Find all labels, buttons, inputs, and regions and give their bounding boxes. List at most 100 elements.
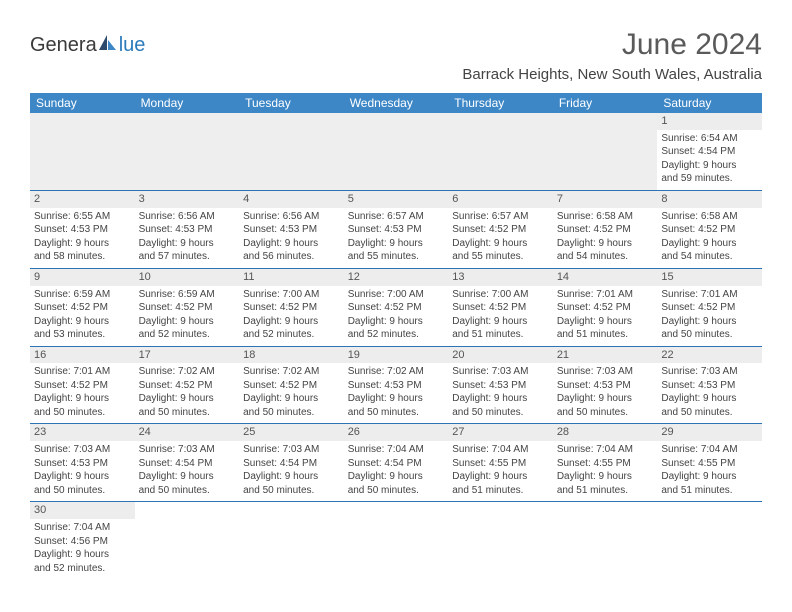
day1-text: Daylight: 9 hours	[348, 470, 445, 484]
day1-text: Daylight: 9 hours	[348, 237, 445, 251]
day-number: 18	[239, 347, 344, 364]
week-row: 9 Sunrise: 6:59 AM Sunset: 4:52 PM Daylight…	[30, 268, 762, 346]
logo: Generalue	[30, 34, 145, 57]
day-cell: 6Sunrise: 6:57 AMSunset: 4:52 PMDaylight…	[448, 190, 553, 268]
day-number: 27	[448, 424, 553, 441]
sunset-text: Sunset: 4:54 PM	[661, 145, 758, 159]
day-cell: 4Sunrise: 6:56 AMSunset: 4:53 PMDaylight…	[239, 190, 344, 268]
sunrise-text: Sunrise: 6:56 AM	[243, 210, 340, 224]
day-cell: 5Sunrise: 6:57 AMSunset: 4:53 PMDaylight…	[344, 190, 449, 268]
blank-cell	[657, 502, 762, 579]
blank-cell	[344, 502, 449, 579]
day-number: 25	[239, 424, 344, 441]
col-wednesday: Wednesday	[344, 93, 449, 113]
month-title: June 2024	[462, 28, 762, 62]
sunrise-text: Sunrise: 7:01 AM	[661, 288, 758, 302]
sunset-text: Sunset: 4:52 PM	[661, 223, 758, 237]
sunset-text: Sunset: 4:52 PM	[34, 379, 131, 393]
sunrise-text: Sunrise: 6:55 AM	[34, 210, 131, 224]
day1-text: Daylight: 9 hours	[348, 315, 445, 329]
day2-text: and 50 minutes.	[557, 406, 654, 420]
sunset-text: Sunset: 4:52 PM	[34, 301, 131, 315]
blank-cell	[135, 113, 240, 190]
day1-text: Daylight: 9 hours	[661, 159, 758, 173]
day-number: 21	[553, 347, 658, 364]
blank-cell	[239, 502, 344, 579]
day2-text: and 50 minutes.	[34, 484, 131, 498]
page: Generalue June 2024 Barrack Heights, New…	[0, 0, 792, 599]
week-row: 23Sunrise: 7:03 AMSunset: 4:53 PMDayligh…	[30, 424, 762, 502]
day-number: 28	[553, 424, 658, 441]
sunrise-text: Sunrise: 6:58 AM	[661, 210, 758, 224]
day1-text: Daylight: 9 hours	[557, 315, 654, 329]
day2-text: and 58 minutes.	[34, 250, 131, 264]
day-number: 23	[30, 424, 135, 441]
day1-text: Daylight: 9 hours	[557, 392, 654, 406]
sunset-text: Sunset: 4:52 PM	[243, 301, 340, 315]
sunset-text: Sunset: 4:55 PM	[661, 457, 758, 471]
sunset-text: Sunset: 4:55 PM	[452, 457, 549, 471]
day1-text: Daylight: 9 hours	[243, 392, 340, 406]
day-number: 30	[30, 502, 135, 519]
sunrise-text: Sunrise: 6:57 AM	[452, 210, 549, 224]
sunset-text: Sunset: 4:55 PM	[557, 457, 654, 471]
day-cell: 16Sunrise: 7:01 AMSunset: 4:52 PMDayligh…	[30, 346, 135, 424]
sunrise-text: Sunrise: 7:01 AM	[34, 365, 131, 379]
sunrise-text: Sunrise: 7:00 AM	[452, 288, 549, 302]
day-cell: 30Sunrise: 7:04 AMSunset: 4:56 PMDayligh…	[30, 502, 135, 579]
day1-text: Daylight: 9 hours	[348, 392, 445, 406]
day-number: 11	[239, 269, 344, 286]
sunrise-text: Sunrise: 6:56 AM	[139, 210, 236, 224]
day-cell: 22Sunrise: 7:03 AMSunset: 4:53 PMDayligh…	[657, 346, 762, 424]
day-cell: 9Sunrise: 6:59 AMSunset: 4:52 PMDaylight…	[30, 268, 135, 346]
day1-text: Daylight: 9 hours	[139, 237, 236, 251]
sunrise-text: Sunrise: 6:57 AM	[348, 210, 445, 224]
day-number: 12	[344, 269, 449, 286]
day-cell: 11Sunrise: 7:00 AMSunset: 4:52 PMDayligh…	[239, 268, 344, 346]
day-cell: 27Sunrise: 7:04 AMSunset: 4:55 PMDayligh…	[448, 424, 553, 502]
day1-text: Daylight: 9 hours	[661, 470, 758, 484]
day2-text: and 50 minutes.	[243, 406, 340, 420]
sunset-text: Sunset: 4:56 PM	[34, 535, 131, 549]
day-number: 22	[657, 347, 762, 364]
day2-text: and 54 minutes.	[557, 250, 654, 264]
sunrise-text: Sunrise: 6:59 AM	[139, 288, 236, 302]
sunrise-text: Sunrise: 7:02 AM	[139, 365, 236, 379]
day2-text: and 54 minutes.	[661, 250, 758, 264]
day-cell: 15Sunrise: 7:01 AMSunset: 4:52 PMDayligh…	[657, 268, 762, 346]
day2-text: and 51 minutes.	[661, 484, 758, 498]
sunset-text: Sunset: 4:52 PM	[139, 379, 236, 393]
day-number: 7	[553, 191, 658, 208]
title-block: June 2024 Barrack Heights, New South Wal…	[462, 28, 762, 83]
day-cell: 24Sunrise: 7:03 AMSunset: 4:54 PMDayligh…	[135, 424, 240, 502]
sunset-text: Sunset: 4:52 PM	[661, 301, 758, 315]
day-cell: 29Sunrise: 7:04 AMSunset: 4:55 PMDayligh…	[657, 424, 762, 502]
col-thursday: Thursday	[448, 93, 553, 113]
day1-text: Daylight: 9 hours	[34, 392, 131, 406]
day-number: 14	[553, 269, 658, 286]
day-cell: 2Sunrise: 6:55 AMSunset: 4:53 PMDaylight…	[30, 190, 135, 268]
day-number: 15	[657, 269, 762, 286]
logo-text: Generalue	[30, 34, 145, 57]
day2-text: and 55 minutes.	[348, 250, 445, 264]
day-number: 9	[30, 269, 135, 286]
day2-text: and 50 minutes.	[34, 406, 131, 420]
day1-text: Daylight: 9 hours	[452, 392, 549, 406]
day-number: 19	[344, 347, 449, 364]
col-monday: Monday	[135, 93, 240, 113]
sunrise-text: Sunrise: 7:03 AM	[661, 365, 758, 379]
blank-cell	[553, 113, 658, 190]
day2-text: and 50 minutes.	[139, 406, 236, 420]
day-number: 16	[30, 347, 135, 364]
day-number: 20	[448, 347, 553, 364]
day-number: 24	[135, 424, 240, 441]
sunset-text: Sunset: 4:53 PM	[139, 223, 236, 237]
header: Generalue June 2024 Barrack Heights, New…	[30, 28, 762, 83]
sunrise-text: Sunrise: 7:00 AM	[348, 288, 445, 302]
col-tuesday: Tuesday	[239, 93, 344, 113]
day-cell: 12Sunrise: 7:00 AMSunset: 4:52 PMDayligh…	[344, 268, 449, 346]
sunset-text: Sunset: 4:53 PM	[661, 379, 758, 393]
day-cell: 1Sunrise: 6:54 AMSunset: 4:54 PMDaylight…	[657, 113, 762, 190]
week-row: 2Sunrise: 6:55 AMSunset: 4:53 PMDaylight…	[30, 190, 762, 268]
week-row: 16Sunrise: 7:01 AMSunset: 4:52 PMDayligh…	[30, 346, 762, 424]
